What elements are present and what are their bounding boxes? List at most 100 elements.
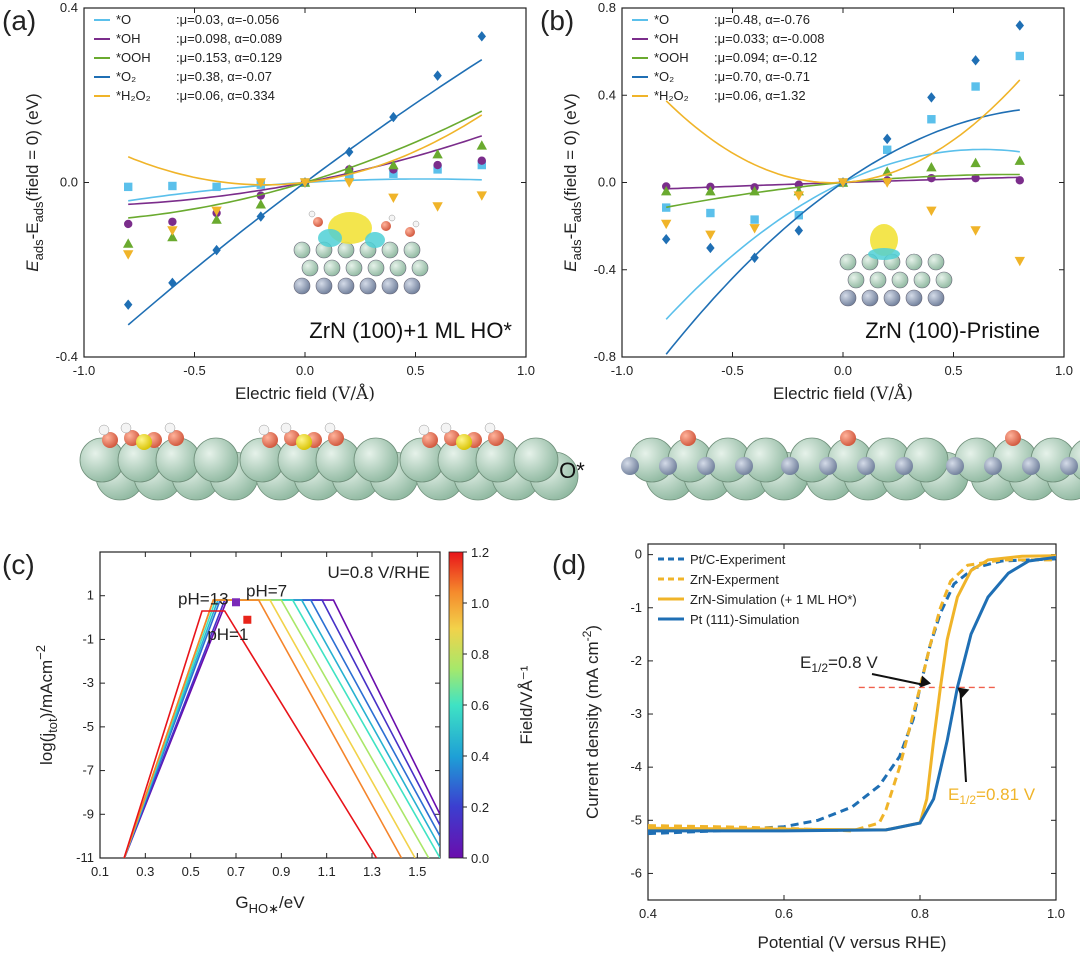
panel-label: (b) xyxy=(540,5,574,36)
atom xyxy=(389,259,407,277)
legend-params: :μ=0.033; α=-0.008 xyxy=(714,31,824,46)
plot-frame xyxy=(647,543,1057,901)
zr-atom xyxy=(353,437,399,483)
data-point xyxy=(927,173,936,183)
hydrogen-atom xyxy=(412,220,420,228)
colorbar-tick-label: 0.2 xyxy=(471,800,489,815)
data-point xyxy=(433,165,442,174)
hydrogen-atom xyxy=(324,422,336,434)
x-tick-label: 0.3 xyxy=(136,864,154,879)
panel-annotation: ZrN (100)-Pristine xyxy=(865,318,1040,343)
data-point xyxy=(256,211,265,222)
data-point xyxy=(212,182,221,192)
y-tick-label: -3 xyxy=(630,706,642,721)
adsorbate-atom xyxy=(136,434,152,450)
data-point xyxy=(211,206,222,217)
ph-label: pH=7 xyxy=(246,581,287,600)
panel-d: (d) 0.4 0.6 0.8 1.0 0 -1 -2 -3 -4 -5 -6 Potential (V… xyxy=(552,543,1065,952)
hydrogen-atom xyxy=(388,214,396,222)
n-atom xyxy=(984,457,1002,475)
adsorbate-atom xyxy=(296,434,312,450)
legend-name: Pt (111)-Simulation xyxy=(690,612,799,627)
legend-name: *O xyxy=(654,12,669,27)
inset-structure xyxy=(839,224,953,307)
legend-params: :μ=0.48, α=-0.76 xyxy=(714,12,810,27)
data-point xyxy=(167,226,178,236)
legend-params: :μ=0.094; α=-0.12 xyxy=(714,50,817,65)
data-point xyxy=(211,214,222,224)
n-atom xyxy=(621,457,639,475)
panel-label: (d) xyxy=(552,549,586,580)
surface-slab xyxy=(399,422,579,501)
data-point xyxy=(344,178,355,188)
data-point xyxy=(389,111,398,123)
hydrogen-atom xyxy=(484,422,496,434)
e-half-label: E1/2=0.81 V xyxy=(948,785,1036,807)
arrow-head xyxy=(957,687,970,699)
y-tick-label: 0.8 xyxy=(598,0,616,15)
surface-slab xyxy=(239,422,419,501)
y-axis-label: Eads-Eads(field = 0) (eV) xyxy=(561,93,584,271)
legend-name: ZrN-Simulation (+ 1 ML HO*) xyxy=(690,592,857,607)
y-tick-label: -9 xyxy=(82,806,94,821)
x-tick-label: 1.3 xyxy=(363,864,381,879)
x-tick-label: 0.1 xyxy=(91,864,109,879)
data-point xyxy=(124,299,133,310)
legend-name: *O₂ xyxy=(116,69,136,84)
hydrogen-atom xyxy=(418,424,430,436)
n-atom xyxy=(735,457,753,475)
x-tick-label: 0.7 xyxy=(227,864,245,879)
colorbar-tick-label: 1.2 xyxy=(471,545,489,560)
data-point xyxy=(883,133,892,145)
data-point xyxy=(477,156,486,165)
legend-params: :μ=0.06, α=0.334 xyxy=(176,88,275,103)
x-axis-label: GHO∗/eV xyxy=(235,893,305,916)
x-tick-label: 1.0 xyxy=(1047,906,1065,921)
data-point xyxy=(705,186,716,196)
y-tick-label: -5 xyxy=(630,812,642,827)
y-tick-label: 1 xyxy=(87,588,94,603)
legend-name: *H₂O₂ xyxy=(116,88,151,103)
charge-density-blob xyxy=(870,224,898,256)
data-point xyxy=(883,145,892,154)
oxygen-atom xyxy=(405,227,415,237)
data-point xyxy=(344,164,355,174)
atom xyxy=(905,289,923,307)
x-tick-label: 1.1 xyxy=(318,864,336,879)
plot-frame xyxy=(99,551,441,859)
y-tick-label: -5 xyxy=(82,719,94,734)
x-tick-label: -0.5 xyxy=(183,363,205,378)
y-axis-label: log(jtot)/mAcm−2 xyxy=(33,645,60,765)
atom xyxy=(323,259,341,277)
legend-params: :μ=0.03, α=-0.056 xyxy=(176,12,279,27)
atom xyxy=(927,253,945,271)
x-tick-label: 1.0 xyxy=(1055,363,1073,378)
zr-atom xyxy=(513,437,559,483)
x-tick-label: 0.0 xyxy=(834,363,852,378)
x-axis-label: Potential (V versus RHE) xyxy=(758,933,947,952)
x-tick-label: 0.6 xyxy=(775,906,793,921)
atom xyxy=(293,241,311,259)
oxygen-atom xyxy=(262,432,278,448)
data-point xyxy=(661,219,672,230)
atom xyxy=(337,277,355,295)
data-point xyxy=(168,217,177,226)
x-tick-label: -0.5 xyxy=(721,363,743,378)
atom xyxy=(927,289,945,307)
structure-row: O* xyxy=(79,422,1080,501)
zr-atom xyxy=(399,437,445,483)
data-point xyxy=(167,231,178,242)
data-point xyxy=(1015,20,1024,31)
x-tick-label: 0.5 xyxy=(182,864,200,879)
atom xyxy=(905,253,923,271)
data-point xyxy=(971,173,980,183)
data-point xyxy=(706,208,715,218)
data-point xyxy=(750,252,759,263)
data-point xyxy=(299,178,311,188)
oxygen-atom xyxy=(102,432,118,448)
legend-params: :μ=0.153, α=0.129 xyxy=(176,50,282,65)
x-tick-label: 0.8 xyxy=(911,906,929,921)
atom xyxy=(861,289,879,307)
oxygen-atom xyxy=(313,217,323,227)
charge-density-blob xyxy=(318,229,342,247)
